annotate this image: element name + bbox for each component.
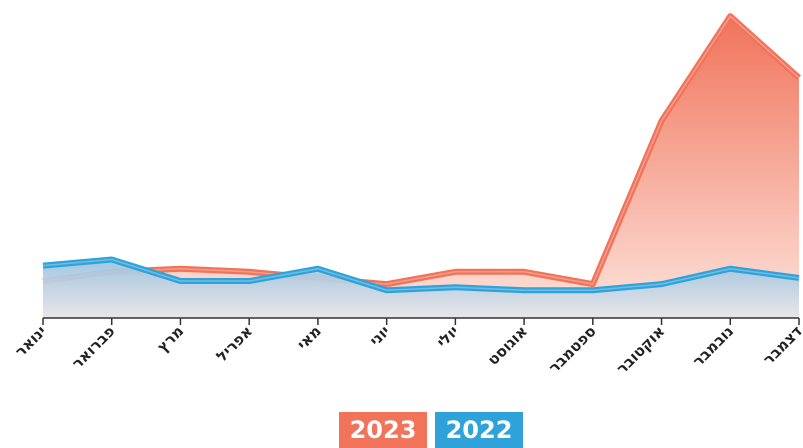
legend-swatch bbox=[435, 412, 523, 448]
line-highlight bbox=[42, 258, 800, 292]
x-tick-label: ספטמבר bbox=[545, 322, 600, 377]
line bbox=[42, 256, 800, 294]
legend-swatch bbox=[339, 412, 427, 448]
x-tick-label: מרץ bbox=[153, 322, 187, 356]
x-tick-label: אפריל bbox=[213, 322, 256, 365]
x-tick-label: נובמבר bbox=[689, 322, 737, 370]
x-tick-label: ינואר bbox=[11, 322, 49, 360]
x-tick-label: פברואר bbox=[68, 322, 118, 372]
x-tick-label: אוגוסט bbox=[484, 322, 531, 369]
x-tick-label: יוני bbox=[366, 322, 393, 349]
line-highlight bbox=[42, 15, 800, 285]
line bbox=[42, 13, 802, 288]
area bbox=[43, 259, 799, 318]
x-tick-label: מאי bbox=[293, 322, 324, 353]
x-tick-label: אוקטובר bbox=[613, 322, 669, 378]
x-tick-label: יולי bbox=[433, 322, 462, 351]
legend-label: 2023 bbox=[350, 416, 417, 444]
x-tick-label: דצמבר bbox=[759, 322, 803, 369]
legend-label: 2022 bbox=[446, 416, 513, 444]
